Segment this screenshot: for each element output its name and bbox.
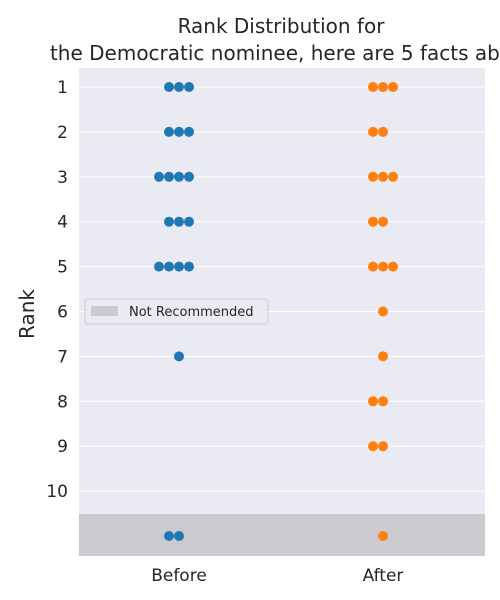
point-after-rank-1-1 <box>368 82 378 92</box>
legend-label-not-recommended: Not Recommended <box>129 305 254 320</box>
point-after-rank-8-1 <box>368 396 378 407</box>
y-axis-label: Rank <box>15 289 39 339</box>
point-after-rank-3-1 <box>368 171 378 182</box>
y-tick-label-9: 9 <box>57 437 68 457</box>
chart-title-line-1: Rank Distribution for <box>178 14 386 38</box>
point-before-rank-2-2 <box>174 126 184 137</box>
y-tick-label-2: 2 <box>57 123 68 143</box>
point-before-rank-2-3 <box>184 126 194 137</box>
point-after-rank-8-2 <box>378 396 388 407</box>
point-after-rank-7-1 <box>378 351 388 362</box>
legend-frame <box>84 298 269 325</box>
point-before-rank-7-1 <box>174 351 184 362</box>
y-tick-label-10: 10 <box>46 482 68 502</box>
point-after-rank-3-3 <box>388 171 398 182</box>
point-after-rank-1-2 <box>378 82 388 92</box>
point-after-rank-1-3 <box>388 82 398 92</box>
point-before-rank-5-2 <box>164 261 174 272</box>
point-before-rank-4-1 <box>164 216 174 227</box>
point-after-rank-6-1 <box>378 306 388 317</box>
y-axis-ticks: 1 2 3 4 5 6 7 8 9 10 <box>46 78 68 502</box>
point-before-rank-1-2 <box>174 82 184 92</box>
point-before-rank-3-3 <box>174 171 184 182</box>
point-after-rank-5-1 <box>368 261 378 272</box>
point-after-rank-2-2 <box>378 126 388 137</box>
chart-title-line-2: the Democratic nominee, here are 5 facts… <box>50 41 500 65</box>
point-after-rank-4-1 <box>368 216 378 227</box>
data-points <box>154 82 398 541</box>
y-tick-label-3: 3 <box>57 168 68 188</box>
point-after-rank-9-1 <box>368 441 378 452</box>
point-before-rank-5-4 <box>184 261 194 272</box>
point-before-rank-4-2 <box>174 216 184 227</box>
y-tick-label-1: 1 <box>57 78 68 98</box>
not-recommended-band <box>79 514 485 556</box>
legend-swatch-not-recommended <box>91 306 118 316</box>
x-tick-label-after: After <box>363 566 404 586</box>
chart-title: Rank Distribution for the Democratic nom… <box>50 14 500 65</box>
y-tick-label-6: 6 <box>57 303 68 323</box>
point-after-rank-5-3 <box>388 261 398 272</box>
point-before-rank-3-4 <box>184 171 194 182</box>
point-before-rank-4-3 <box>184 216 194 227</box>
point-before-rank-3-2 <box>164 171 174 182</box>
point-before-rank-5-3 <box>174 261 184 272</box>
y-tick-label-7: 7 <box>57 347 68 367</box>
point-before-rank-2-1 <box>164 126 174 137</box>
point-after-rank-2-1 <box>368 126 378 137</box>
point-before-rank-1-1 <box>164 82 174 92</box>
point-after-rank-3-2 <box>378 171 388 182</box>
x-tick-label-before: Before <box>151 566 207 586</box>
y-tick-label-8: 8 <box>57 392 68 412</box>
point-before-rank-3-1 <box>154 171 164 182</box>
point-after-rank-5-2 <box>378 261 388 272</box>
point-after-rank-9-2 <box>378 441 388 452</box>
point-before-rank-11-1 <box>164 531 174 541</box>
point-after-rank-11-1 <box>378 531 388 541</box>
y-tick-label-5: 5 <box>57 258 68 278</box>
point-before-rank-11-2 <box>174 531 184 541</box>
legend: Not Recommended <box>84 298 269 325</box>
y-tick-label-4: 4 <box>57 213 68 233</box>
x-axis-ticks: Before After <box>151 566 403 586</box>
point-after-rank-4-2 <box>378 216 388 227</box>
point-before-rank-5-1 <box>154 261 164 272</box>
grid-lines <box>79 86 485 492</box>
point-before-rank-1-3 <box>184 82 194 92</box>
